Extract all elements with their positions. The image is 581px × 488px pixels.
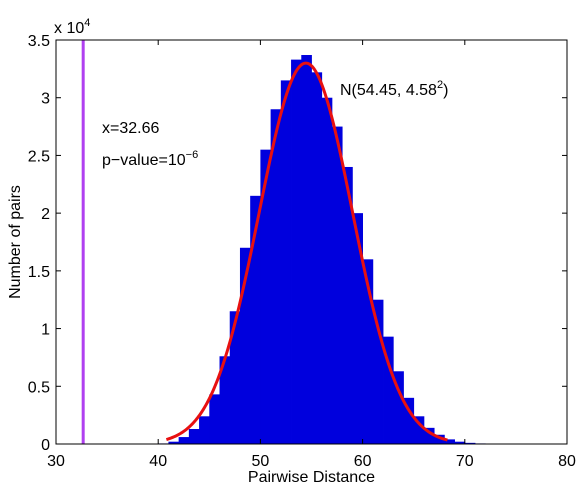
y-tick-label: 1	[41, 322, 50, 339]
histogram-bar	[434, 434, 445, 444]
normal-fit-label: N(54.45, 4.582)	[340, 79, 448, 99]
histogram-bar	[260, 149, 272, 444]
observed-value-label: x=32.66	[102, 120, 159, 137]
axis-ticks	[55, 39, 568, 445]
histogram-bar	[291, 59, 302, 444]
histogram-bar	[321, 97, 333, 444]
histogram-bar	[352, 213, 363, 444]
normal-fit-curve	[165, 61, 448, 442]
histogram-bar	[342, 166, 353, 444]
histogram-bar	[311, 72, 323, 444]
x-tick-label: 80	[558, 453, 576, 470]
y-tick-label: 0	[41, 437, 50, 454]
y-axis-multiplier: x 104	[54, 17, 90, 37]
histogram-bar	[372, 299, 384, 444]
histogram-bar	[362, 259, 374, 444]
histogram-bar	[178, 437, 190, 444]
histogram-bar	[270, 109, 282, 444]
y-tick-label: 3	[41, 91, 50, 108]
histogram-bar	[403, 397, 415, 444]
x-tick-label: 60	[354, 453, 372, 470]
histogram-bar	[209, 394, 220, 444]
histogram-bar	[393, 371, 404, 444]
normal-fit-label-base: N(54.45, 4.58	[340, 82, 437, 99]
histogram-bar	[168, 441, 180, 444]
p-value-label: p−value=10−6	[102, 149, 198, 169]
histogram-bar	[464, 442, 476, 444]
histogram-bar	[199, 416, 210, 444]
normal-fit-label-exponent: 2	[437, 79, 443, 91]
histogram-bar	[219, 356, 231, 444]
histogram-bar	[383, 336, 394, 444]
y-tick-label: 0.5	[28, 379, 50, 396]
histogram-bar	[423, 427, 435, 444]
y-axis-multiplier-base: x 10	[54, 20, 84, 37]
x-tick-label: 50	[252, 453, 270, 470]
histogram-bar	[413, 416, 425, 444]
y-axis-title: Number of pairs	[7, 185, 24, 299]
histogram-bar	[444, 439, 455, 444]
tick-labels: 30 40 50 60 70 80 0 0.5 1 1.5 2 2.5 3 3.5	[28, 33, 576, 470]
histogram-bar	[454, 441, 466, 444]
axes-frame	[55, 39, 568, 445]
histogram-bar	[301, 55, 312, 445]
x-tick-label: 70	[456, 453, 474, 470]
y-tick-label: 1.5	[28, 264, 50, 281]
histogram-bar	[188, 428, 200, 444]
normal-fit-label-close: )	[443, 82, 448, 99]
histogram-bar	[331, 126, 343, 445]
y-tick-label: 3.5	[28, 33, 50, 50]
histogram-bar	[229, 311, 241, 444]
y-tick-label: 2.5	[28, 148, 50, 165]
x-axis-title: Pairwise Distance	[248, 469, 375, 486]
plot-area	[81, 40, 517, 445]
y-axis-multiplier-exponent: 4	[84, 17, 90, 29]
histogram-bar	[250, 195, 261, 444]
x-tick-label: 40	[149, 453, 167, 470]
p-value-exponent: −6	[186, 149, 199, 161]
histogram-bar	[239, 247, 251, 444]
x-tick-label: 30	[47, 453, 65, 470]
y-tick-label: 2	[41, 206, 50, 223]
p-value-base: p−value=10	[102, 152, 186, 169]
histogram-bar	[280, 80, 292, 445]
